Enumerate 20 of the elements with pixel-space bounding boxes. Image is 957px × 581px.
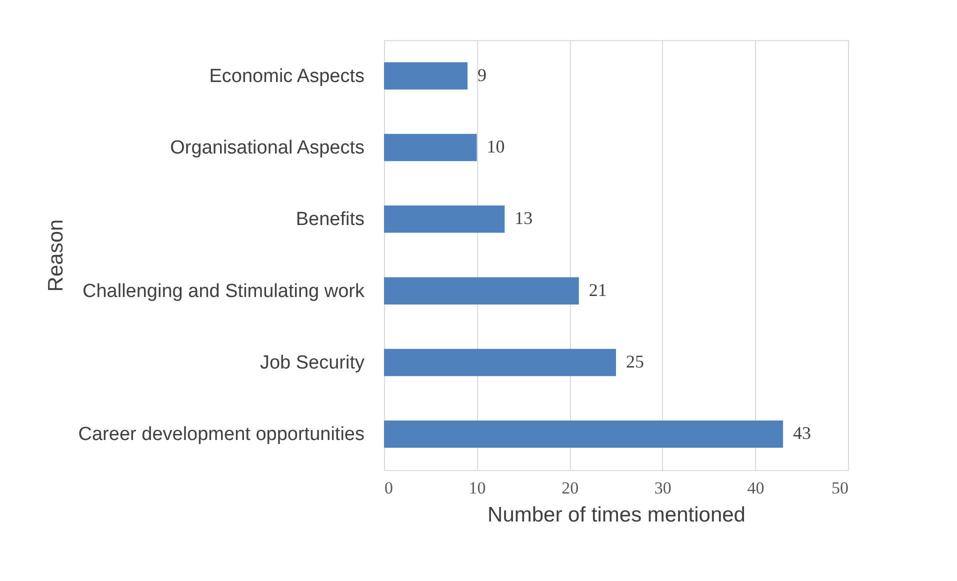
y-axis-title: Reason — [44, 219, 68, 292]
x-tick-label: 40 — [747, 478, 764, 498]
y-tick-label: Organisational Aspects — [170, 138, 364, 158]
data-label: 43 — [793, 423, 812, 444]
data-label: 9 — [478, 64, 487, 85]
x-tick-label: 50 — [832, 478, 848, 498]
y-tick-label: Economic Aspects — [209, 66, 364, 87]
x-tick-label: 30 — [654, 478, 672, 498]
y-tick-label: Job Security — [260, 352, 365, 374]
y-tick-label: Benefits — [296, 209, 364, 230]
x-axis-title: Number of times mentioned — [488, 504, 746, 526]
y-tick-label: Career development opportunities — [78, 424, 364, 446]
y-tick-label: Challenging and Stimulating work — [82, 280, 365, 302]
x-tick-label: 20 — [562, 478, 579, 498]
data-label: 10 — [486, 136, 505, 156]
data-label: 21 — [588, 280, 607, 300]
x-tick-label: 10 — [468, 478, 486, 498]
data-label: 25 — [626, 352, 644, 372]
x-tick-label: 0 — [384, 478, 393, 498]
data-label: 13 — [514, 208, 533, 228]
